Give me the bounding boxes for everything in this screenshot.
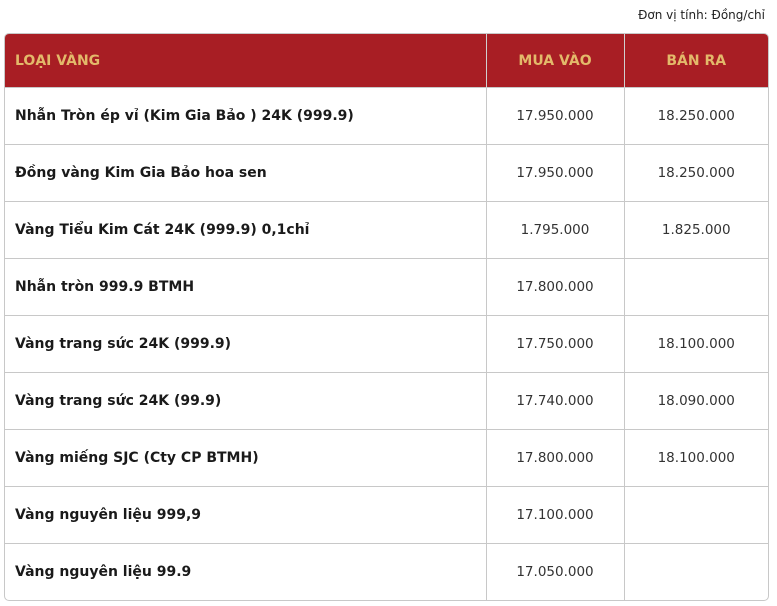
gold-type-cell: Vàng nguyên liệu 99.9 [5,543,487,600]
sell-price-cell [624,486,768,544]
sell-price-cell: 18.250.000 [624,87,768,145]
table-row: Vàng nguyên liệu 99.9 17.050.000 [5,543,768,600]
buy-price-cell: 17.750.000 [486,315,625,373]
buy-price-cell: 17.050.000 [486,543,625,600]
gold-type-cell: Vàng nguyên liệu 999,9 [5,486,487,544]
buy-price-cell: 17.740.000 [486,372,625,430]
table-row: Đồng vàng Kim Gia Bảo hoa sen 17.950.000 1… [5,144,768,202]
gold-price-table: LOẠI VÀNG MUA VÀO BÁN RA Nhẫn Tròn ép vỉ… [4,33,769,601]
header-buy: MUA VÀO [486,34,625,88]
table-row: Vàng nguyên liệu 999,9 17.100.000 [5,486,768,544]
gold-type-cell: Vàng miếng SJC (Cty CP BTMH) [5,429,487,487]
table-row: Vàng Tiểu Kim Cát 24K (999.9) 0,1chỉ 1.79… [5,201,768,259]
sell-price-cell [624,543,768,600]
header-sell: BÁN RA [624,34,768,88]
sell-price-cell: 18.090.000 [624,372,768,430]
buy-price-cell: 17.800.000 [486,429,625,487]
sell-price-cell: 18.250.000 [624,144,768,202]
sell-price-cell: 1.825.000 [624,201,768,259]
table-row: Vàng miếng SJC (Cty CP BTMH) 17.800.000 18… [5,429,768,487]
table-row: Nhẫn Tròn ép vỉ (Kim Gia Bảo ) 24K (999.… [5,87,768,145]
table-row: Vàng trang sức 24K (999.9) 17.750.000 18.1… [5,315,768,373]
buy-price-cell: 17.800.000 [486,258,625,316]
gold-type-cell: Vàng Tiểu Kim Cát 24K (999.9) 0,1chỉ [5,201,487,259]
sell-price-cell: 18.100.000 [624,315,768,373]
buy-price-cell: 17.100.000 [486,486,625,544]
gold-type-cell: Đồng vàng Kim Gia Bảo hoa sen [5,144,487,202]
sell-price-cell: 18.100.000 [624,429,768,487]
table-row: Nhẫn tròn 999.9 BTMH 17.800.000 [5,258,768,316]
unit-label: Đơn vị tính: Đồng/chỉ [638,8,765,22]
gold-type-cell: Vàng trang sức 24K (99.9) [5,372,487,430]
gold-type-cell: Vàng trang sức 24K (999.9) [5,315,487,373]
table-header: LOẠI VÀNG MUA VÀO BÁN RA [5,34,768,88]
gold-type-cell: Nhẫn tròn 999.9 BTMH [5,258,487,316]
buy-price-cell: 17.950.000 [486,144,625,202]
header-type: LOẠI VÀNG [5,34,487,88]
buy-price-cell: 1.795.000 [486,201,625,259]
gold-type-cell: Nhẫn Tròn ép vỉ (Kim Gia Bảo ) 24K (999.… [5,87,487,145]
table-row: Vàng trang sức 24K (99.9) 17.740.000 18.09… [5,372,768,430]
sell-price-cell [624,258,768,316]
buy-price-cell: 17.950.000 [486,87,625,145]
